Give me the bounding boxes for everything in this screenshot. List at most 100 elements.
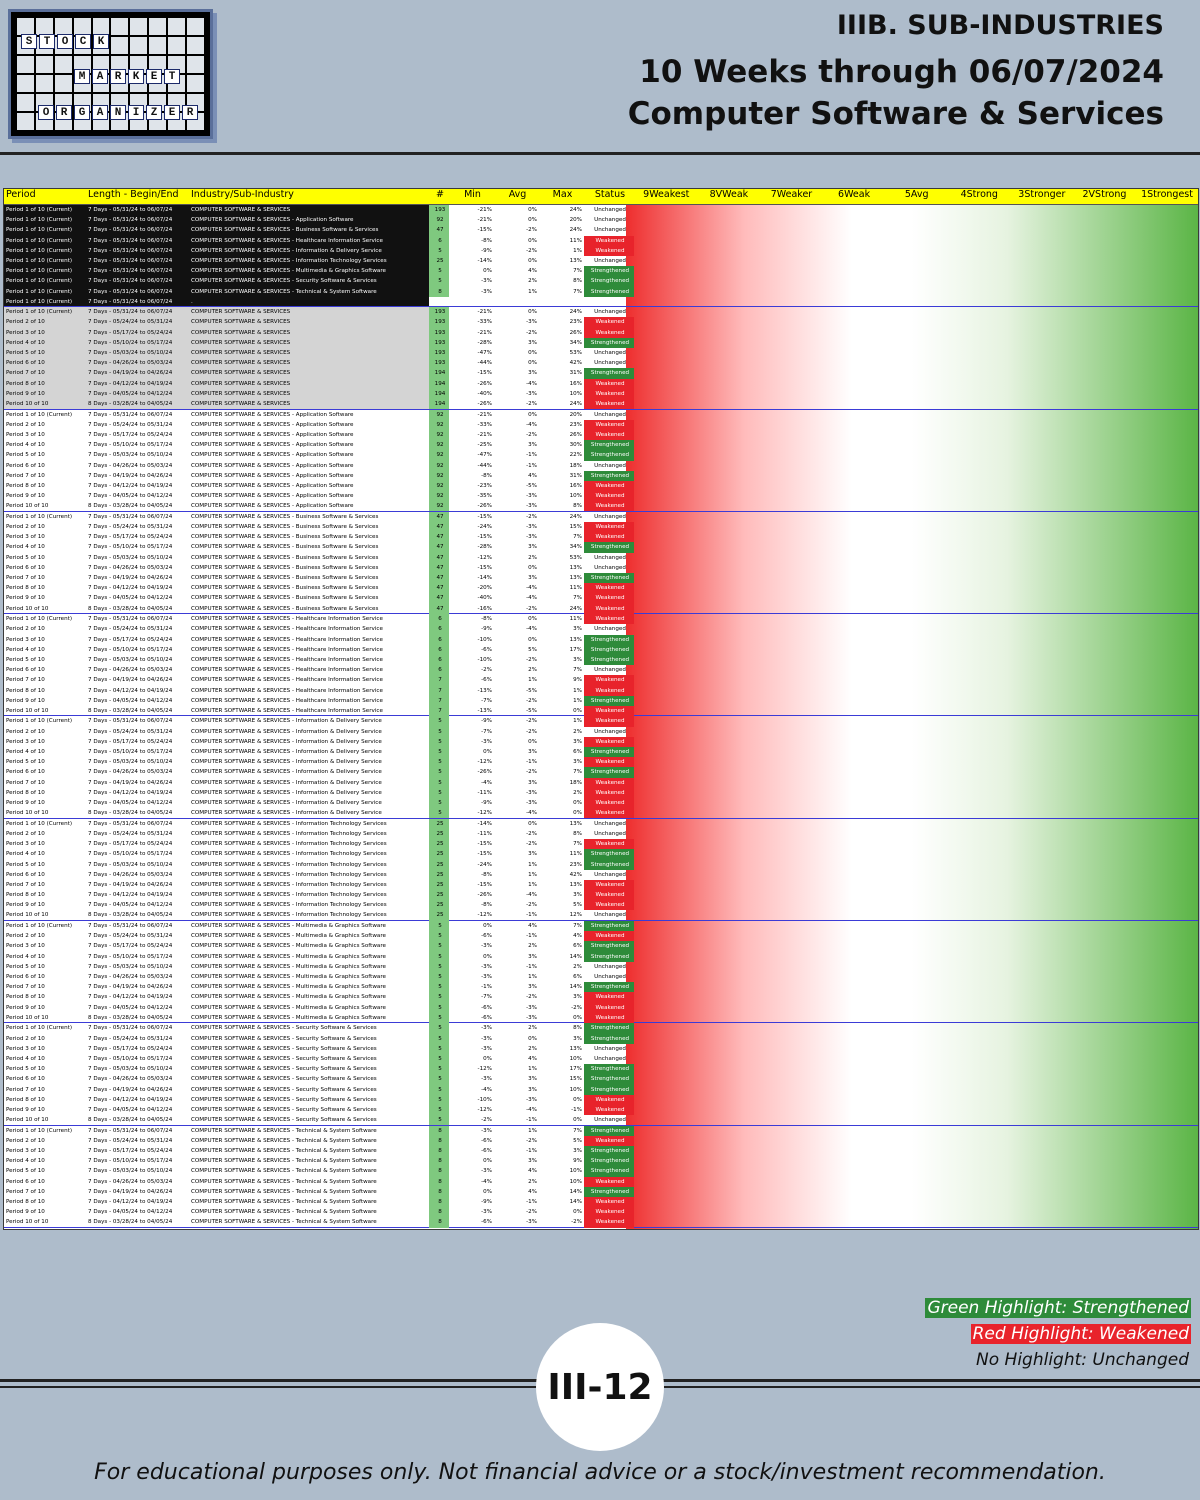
- rank-cell: [634, 1177, 697, 1187]
- table-cell: 92: [429, 429, 449, 441]
- rank-cell: [634, 205, 697, 215]
- rank-cell: [947, 542, 1010, 552]
- rank-cell: [1072, 287, 1135, 297]
- table-cell: 7 Days - 05/31/24 to 06/07/24: [88, 616, 173, 623]
- table-cell: Period 1 of 10 (Current): [6, 718, 72, 725]
- table-cell: COMPUTER SOFTWARE & SERVICES - Security …: [191, 1066, 377, 1073]
- rank-cell: [947, 635, 1010, 645]
- rank-cell: [947, 420, 1010, 430]
- column-header: 6Weak: [838, 189, 871, 200]
- rank-cell: [1135, 307, 1198, 317]
- table-row: Period 10 of 10 8 Days - 03/28/24 to 04/0…: [4, 1217, 1198, 1228]
- table-row: Period 1 of 10 (Current) 7 Days - 05/31/2…: [4, 286, 1198, 297]
- rank-cell: [1135, 962, 1198, 972]
- table-cell: 0%: [528, 237, 537, 244]
- table-cell: Period 3 of 10: [6, 1148, 45, 1155]
- rank-cell: [884, 819, 947, 829]
- table-row: Period 1 of 10 (Current) 7 Days - 05/31/2…: [4, 276, 1198, 287]
- table-cell: COMPUTER SOFTWARE & SERVICES - Applicati…: [191, 411, 354, 418]
- table-cell: -12%: [477, 1106, 492, 1113]
- table-cell: -3%: [481, 963, 492, 970]
- rank-cell: [759, 440, 822, 450]
- table-cell: Period 5 of 10: [6, 963, 45, 970]
- rank-cell: [634, 941, 697, 951]
- legend-unchanged: No Highlight: Unchanged: [976, 1350, 1189, 1370]
- table-cell: 18%: [569, 462, 582, 469]
- table-cell: Strengthened: [584, 1023, 634, 1034]
- table-cell: Period 9 of 10: [6, 1106, 45, 1113]
- rank-cell: [822, 410, 885, 420]
- table-cell: 92: [429, 440, 449, 451]
- rank-cell: [634, 665, 697, 675]
- rank-cell: [884, 614, 947, 624]
- rank-cell: [884, 471, 947, 481]
- rank-cell: [884, 849, 947, 859]
- table-cell: 5%: [573, 902, 582, 909]
- rank-cell: [1135, 788, 1198, 798]
- rank-cell: [759, 593, 822, 603]
- table-cell: Period 10 of 10: [6, 400, 49, 407]
- rank-cell: [759, 808, 822, 818]
- rank-cell: [1072, 583, 1135, 593]
- table-cell: 7 Days - 04/19/24 to 04/26/24: [88, 472, 173, 479]
- rank-cell: [1072, 1115, 1135, 1125]
- rank-cell: [759, 737, 822, 747]
- rank-cell: [1010, 368, 1073, 378]
- rank-cell: [884, 1156, 947, 1166]
- rank-cell: [822, 931, 885, 941]
- table-cell: 7%: [573, 534, 582, 541]
- rank-cell: [697, 1166, 760, 1176]
- rank-cell: [634, 839, 697, 849]
- rank-cell: [634, 236, 697, 246]
- table-cell: Period 8 of 10: [6, 585, 45, 592]
- rank-cell: [884, 225, 947, 235]
- rank-cell: [947, 778, 1010, 788]
- column-header: 2VStrong: [1082, 189, 1127, 200]
- rank-cell: [1010, 890, 1073, 900]
- rank-cell: [1072, 1013, 1135, 1023]
- rank-cell: [822, 880, 885, 890]
- rank-cell: [1072, 1034, 1135, 1044]
- rank-cell: [947, 604, 1010, 614]
- table-cell: 0%: [573, 1117, 582, 1124]
- table-cell: COMPUTER SOFTWARE & SERVICES: [191, 207, 291, 213]
- rank-cell: [759, 982, 822, 992]
- table-cell: Period 10 of 10: [6, 912, 49, 919]
- table-cell: -21%: [477, 329, 492, 336]
- table-cell: COMPUTER SOFTWARE & SERVICES: [191, 350, 291, 357]
- table-cell: -3%: [526, 789, 537, 796]
- rank-cell: [1072, 1085, 1135, 1095]
- rank-cell: [697, 317, 760, 327]
- rank-cell: [822, 1156, 885, 1166]
- rank-cell: [759, 635, 822, 645]
- rank-cell: [1135, 215, 1198, 225]
- rank-cell: [759, 1003, 822, 1013]
- table-cell: 5: [429, 736, 449, 748]
- rank-cell: [634, 880, 697, 890]
- rank-cell: [1010, 645, 1073, 655]
- rank-cell: [1135, 297, 1198, 307]
- rank-cell: [1010, 481, 1073, 491]
- table-cell: -21%: [477, 431, 492, 438]
- rank-cell: [1135, 1197, 1198, 1207]
- rank-cell: [1072, 573, 1135, 583]
- rank-cell: [759, 716, 822, 726]
- rank-cell: [1072, 410, 1135, 420]
- rank-cell: [884, 1023, 947, 1033]
- rank-cell: [822, 1187, 885, 1197]
- table-cell: 25: [429, 828, 449, 840]
- table-cell: Period 7 of 10: [6, 370, 45, 377]
- rank-cell: [634, 389, 697, 399]
- table-cell: COMPUTER SOFTWARE & SERVICES - Informati…: [191, 769, 382, 776]
- rank-cell: [947, 675, 1010, 685]
- table-cell: -2%: [526, 247, 537, 254]
- table-cell: -2%: [526, 728, 537, 735]
- table-cell: 1%: [573, 687, 582, 694]
- rank-cell: [1072, 1166, 1135, 1176]
- rank-cell: [697, 573, 760, 583]
- table-cell: Period 8 of 10: [6, 482, 45, 489]
- column-header: Length - Begin/End: [88, 189, 179, 200]
- table-cell: 7 Days - 05/17/24 to 05/24/24: [88, 431, 173, 438]
- rank-cell: [884, 921, 947, 931]
- table-cell: 34%: [569, 339, 582, 346]
